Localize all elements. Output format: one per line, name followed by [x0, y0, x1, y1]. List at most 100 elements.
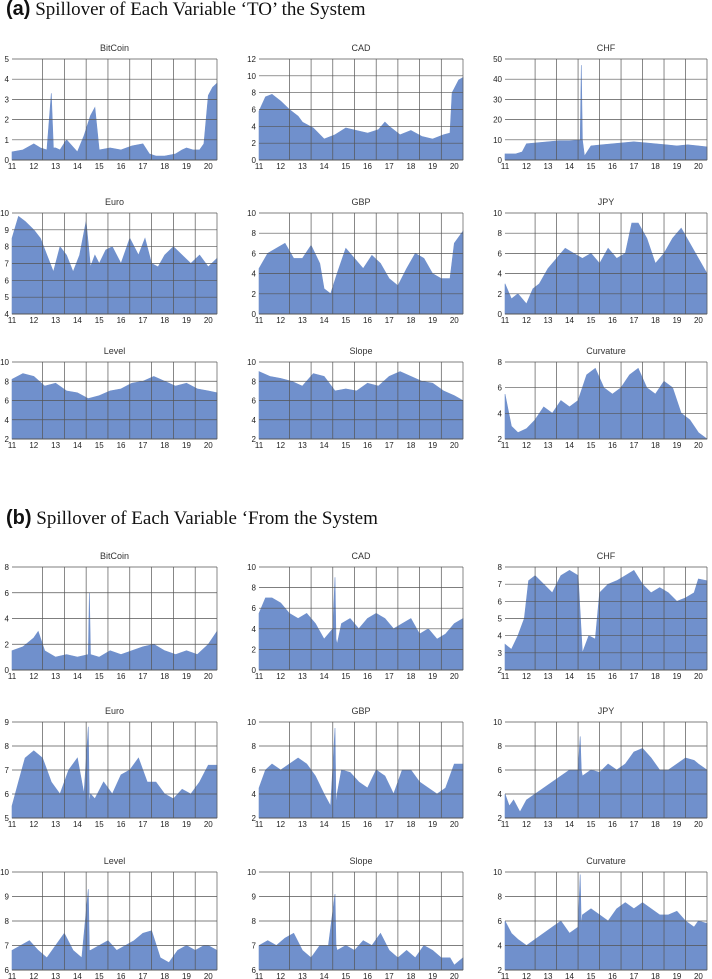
chart-b-chf-xtick: 16 — [608, 672, 617, 681]
chart-a-jpy-ytick: 2 — [498, 290, 503, 299]
chart-a-slope-xtick: 15 — [341, 441, 350, 450]
chart-a-slope-xtick: 16 — [363, 441, 372, 450]
chart-b-euro-xtick: 11 — [8, 820, 17, 829]
chart-b-level-ytick: 9 — [5, 893, 10, 902]
chart-b-jpy-xtick: 15 — [587, 820, 596, 829]
chart-b-curvature-xtick: 18 — [651, 972, 660, 979]
chart-a-slope-area — [258, 371, 464, 440]
chart-b-euro-xtick: 17 — [138, 820, 147, 829]
chart-b-euro-xtick: 16 — [117, 820, 126, 829]
chart-a-slope-xtick: 12 — [276, 441, 285, 450]
chart-a-euro-title: Euro — [105, 197, 124, 207]
chart-b-bitcoin-xtick: 12 — [29, 672, 38, 681]
chart-b-level-xtick: 18 — [160, 972, 169, 979]
chart-a-cad-xtick: 14 — [320, 162, 329, 171]
chart-a-chf-ytick: 0 — [498, 156, 503, 165]
chart-b-curvature-ytick: 10 — [493, 868, 502, 877]
chart-a-chf-xtick: 18 — [651, 162, 660, 171]
chart-a-bitcoin-ytick: 5 — [5, 55, 10, 64]
chart-a-cad-xtick: 17 — [385, 162, 394, 171]
chart-a-jpy-xtick: 17 — [629, 316, 638, 325]
chart-a-curvature: Curvature 2 4 6 8 11 12 13 14 15 16 17 18 19 20 — [498, 346, 708, 450]
chart-a-slope-xtick: 18 — [406, 441, 415, 450]
chart-b-curvature-title: Curvature — [586, 856, 626, 866]
chart-b-level-xtick: 12 — [29, 972, 38, 979]
chart-b-level-xtick: 17 — [138, 972, 147, 979]
chart-a-gbp: GBP 0 2 4 6 8 10 11 12 13 14 15 16 17 18 19 20 — [247, 197, 464, 325]
chart-a-jpy-ytick: 8 — [498, 229, 503, 238]
chart-b-jpy-xtick: 16 — [608, 820, 617, 829]
chart-a-gbp-ytick: 4 — [252, 270, 257, 279]
chart-a-euro-xtick: 20 — [204, 316, 213, 325]
chart-b-gbp: GBP 2 4 6 8 10 11 12 13 14 15 16 17 18 19 20 — [247, 706, 464, 829]
chart-b-cad: CAD 0 2 4 6 8 10 11 12 13 14 15 16 17 18 19 20 — [247, 551, 464, 681]
chart-a-jpy-xtick: 16 — [608, 316, 617, 325]
chart-a-euro-xtick: 12 — [29, 316, 38, 325]
chart-b-cad-xtick: 11 — [255, 672, 264, 681]
chart-a-cad-ytick: 0 — [252, 156, 257, 165]
chart-b-jpy-xtick: 17 — [629, 820, 638, 829]
chart-b-chf-ytick: 5 — [498, 615, 503, 624]
chart-a-euro-ytick: 5 — [5, 293, 10, 302]
panel-a-heading: (a) Spillover of Each Variable ‘TO’ the … — [6, 0, 366, 21]
chart-b-chf-title: CHF — [597, 551, 616, 561]
chart-b-jpy-xtick: 14 — [565, 820, 574, 829]
chart-b-curvature-ytick: 8 — [498, 893, 503, 902]
chart-a-chf-area — [504, 65, 708, 161]
chart-a-slope-ytick: 2 — [252, 435, 257, 444]
chart-b-bitcoin-xtick: 18 — [160, 672, 169, 681]
chart-b-bitcoin-title: BitCoin — [100, 551, 129, 561]
chart-a-slope-title: Slope — [349, 346, 372, 356]
chart-a-cad-ytick: 6 — [252, 106, 257, 115]
chart-a-bitcoin-ytick: 4 — [5, 75, 10, 84]
chart-b-cad-ytick: 10 — [247, 563, 256, 572]
chart-b-chf-xtick: 17 — [629, 672, 638, 681]
chart-b-jpy-ytick: 8 — [498, 742, 503, 751]
chart-a-cad: CAD 0 2 4 6 8 10 12 11 12 13 14 15 16 17 18 19 20 — [247, 43, 464, 171]
chart-a-cad-xtick: 15 — [341, 162, 350, 171]
chart-a-jpy-xtick: 14 — [565, 316, 574, 325]
chart-b-chf-xtick: 11 — [501, 672, 510, 681]
chart-a-euro-ytick: 4 — [5, 310, 10, 319]
chart-b-level-xtick: 19 — [182, 972, 191, 979]
chart-a-chf-xtick: 12 — [522, 162, 531, 171]
chart-a-chf-xtick: 15 — [587, 162, 596, 171]
chart-a-jpy-ytick: 6 — [498, 249, 503, 258]
chart-b-gbp-xtick: 12 — [276, 820, 285, 829]
chart-a-level-xtick: 20 — [204, 441, 213, 450]
chart-b-level-xtick: 13 — [51, 972, 60, 979]
chart-a-chf-title: CHF — [597, 43, 616, 53]
chart-a-slope-ytick: 10 — [247, 358, 256, 367]
chart-a-level-xtick: 11 — [8, 441, 17, 450]
chart-a-chf-ytick: 40 — [493, 75, 502, 84]
chart-a-gbp-xtick: 18 — [406, 316, 415, 325]
chart-a-slope-ytick: 4 — [252, 416, 257, 425]
chart-a-bitcoin-xtick: 12 — [29, 162, 38, 171]
chart-a-cad-ytick: 4 — [252, 122, 257, 131]
chart-b-curvature-xtick: 15 — [587, 972, 596, 979]
chart-b-chf-xtick: 18 — [651, 672, 660, 681]
panel-a-letter: (a) — [6, 0, 31, 20]
chart-b-euro-xtick: 14 — [73, 820, 82, 829]
chart-b-euro-xtick: 15 — [95, 820, 104, 829]
chart-a-gbp-ytick: 8 — [252, 229, 257, 238]
chart-a-level-ytick: 6 — [5, 397, 10, 406]
chart-b-chf-xtick: 13 — [544, 672, 553, 681]
chart-b-slope-title: Slope — [349, 856, 372, 866]
chart-b-jpy-ytick: 10 — [493, 718, 502, 727]
chart-b-curvature-xtick: 14 — [565, 972, 574, 979]
chart-a-slope: Slope 2 4 6 8 10 11 12 13 14 15 16 17 18 19 20 — [247, 346, 464, 450]
chart-b-slope-xtick: 15 — [341, 972, 350, 979]
chart-b-euro-title: Euro — [105, 706, 124, 716]
chart-b-euro-xtick: 12 — [29, 820, 38, 829]
chart-a-cad-ytick: 10 — [247, 72, 256, 81]
chart-b-jpy-title: JPY — [598, 706, 615, 716]
chart-b-slope-xtick: 18 — [406, 972, 415, 979]
chart-b-cad-ytick: 2 — [252, 645, 257, 654]
chart-a-gbp-xtick: 20 — [450, 316, 459, 325]
chart-b-bitcoin-ytick: 8 — [5, 563, 10, 572]
chart-b-cad-xtick: 14 — [320, 672, 329, 681]
chart-b-euro-xtick: 19 — [182, 820, 191, 829]
chart-a-curvature-xtick: 11 — [501, 441, 510, 450]
